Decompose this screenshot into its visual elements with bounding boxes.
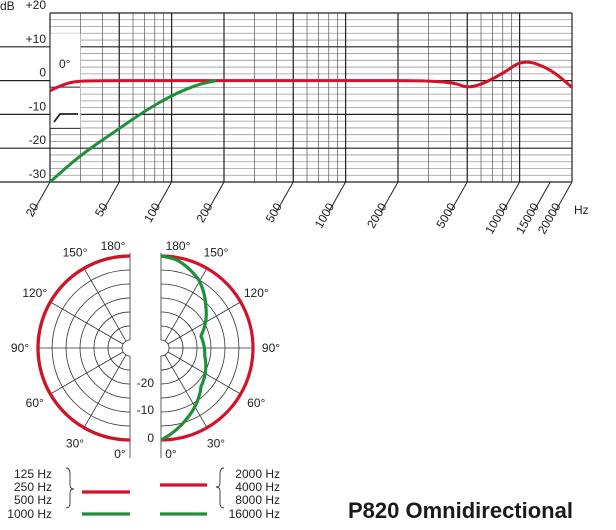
brace-right xyxy=(215,467,225,509)
polar-angle-label: 120° xyxy=(244,286,269,300)
x-tick-label: 10000 xyxy=(482,200,511,236)
polar-radial-line xyxy=(83,268,127,342)
polar-radial-line xyxy=(50,351,124,395)
x-tick-label: 500 xyxy=(263,200,285,225)
polar-angle-label: 30° xyxy=(207,436,225,450)
low-cut-filter-icon xyxy=(53,113,78,123)
legend-label-left: 250 Hz xyxy=(14,480,52,494)
polar-angle-label: 60° xyxy=(247,396,265,410)
x-tick-leader xyxy=(380,181,399,213)
legend-label-right: 8000 Hz xyxy=(235,493,280,507)
polar-series-red xyxy=(160,254,255,442)
polar-angle-label: 180° xyxy=(166,239,191,253)
x-tick-label: 2000 xyxy=(364,200,390,230)
product-title: P820 Omnidirectional xyxy=(348,498,573,523)
polar-series-red xyxy=(36,254,131,442)
x-tick-label: 200 xyxy=(193,200,215,225)
polar-db-label: -10 xyxy=(137,403,155,417)
polar-pattern-chart: 180° 150° 120° 90° 60° 30° 0° 180° 150° 120° 90° 60… xyxy=(11,239,280,461)
polar-angle-label: 120° xyxy=(22,286,47,300)
y-axis-label: dB xyxy=(0,0,15,13)
legend-label-left: 500 Hz xyxy=(14,493,52,507)
x-tick-label: 50 xyxy=(92,200,111,219)
y-tick-label: +20 xyxy=(26,0,47,12)
x-tick-label: 1000 xyxy=(312,200,338,230)
x-tick-leader xyxy=(32,181,51,213)
x-tick-leader xyxy=(554,181,573,213)
x-tick-leader xyxy=(206,181,225,213)
polar-angle-label: 60° xyxy=(26,396,44,410)
polar-angle-label: 0° xyxy=(114,447,126,461)
y-tick-label: 0 xyxy=(39,66,46,80)
x-tick-leader xyxy=(154,181,173,213)
frequency-series-green xyxy=(49,79,217,184)
angle-label: 0° xyxy=(59,57,71,71)
polar-angle-label: 90° xyxy=(262,341,280,355)
x-tick-leader xyxy=(449,181,468,213)
polar-angle-label: 0° xyxy=(165,447,177,461)
polar-radial-line xyxy=(164,354,208,428)
polar-angle-label: 90° xyxy=(11,341,29,355)
x-tick-leader xyxy=(502,181,521,213)
y-tick-label: -30 xyxy=(29,167,47,181)
x-tick-leader xyxy=(328,181,347,213)
legend-label-right: 16000 Hz xyxy=(229,507,280,521)
frequency-response-chart: +20 +10 0 -10 -20 -30 dB 0° 20 50 100 200 500 1000 200… xyxy=(0,0,589,236)
x-tick-label: 5000 xyxy=(433,200,459,230)
legend-label-right: 4000 Hz xyxy=(235,480,280,494)
x-axis-label: Hz xyxy=(574,203,589,217)
polar-angle-label: 180° xyxy=(101,239,126,253)
x-tick-leader xyxy=(101,181,120,213)
x-tick-label: 20 xyxy=(23,200,42,219)
brace-left xyxy=(65,467,75,509)
x-tick-leader xyxy=(275,181,294,213)
y-tick-label: -20 xyxy=(29,133,47,147)
x-tick-label: 20000 xyxy=(535,200,564,236)
polar-series-green xyxy=(160,254,208,442)
polar-db-label: -20 xyxy=(137,376,155,390)
frequency-series-red xyxy=(49,60,573,93)
polar-angle-label: 30° xyxy=(66,436,84,450)
polar-radial-line xyxy=(164,268,208,342)
legend-label-left: 1000 Hz xyxy=(7,507,52,521)
legend-label-right: 2000 Hz xyxy=(235,467,280,481)
polar-angle-label: 150° xyxy=(204,246,229,260)
x-tick-label: 100 xyxy=(141,200,163,225)
polar-radial-line xyxy=(83,354,127,428)
polar-radial-line xyxy=(50,301,124,345)
y-tick-label: -10 xyxy=(29,99,47,113)
polar-center xyxy=(121,339,131,357)
y-tick-label: +10 xyxy=(26,32,47,46)
polar-db-label: 0 xyxy=(147,431,154,445)
polar-angle-label: 150° xyxy=(63,246,88,260)
x-tick-leader xyxy=(532,181,551,213)
legend-label-left: 125 Hz xyxy=(14,467,52,481)
polar-center xyxy=(160,339,170,357)
